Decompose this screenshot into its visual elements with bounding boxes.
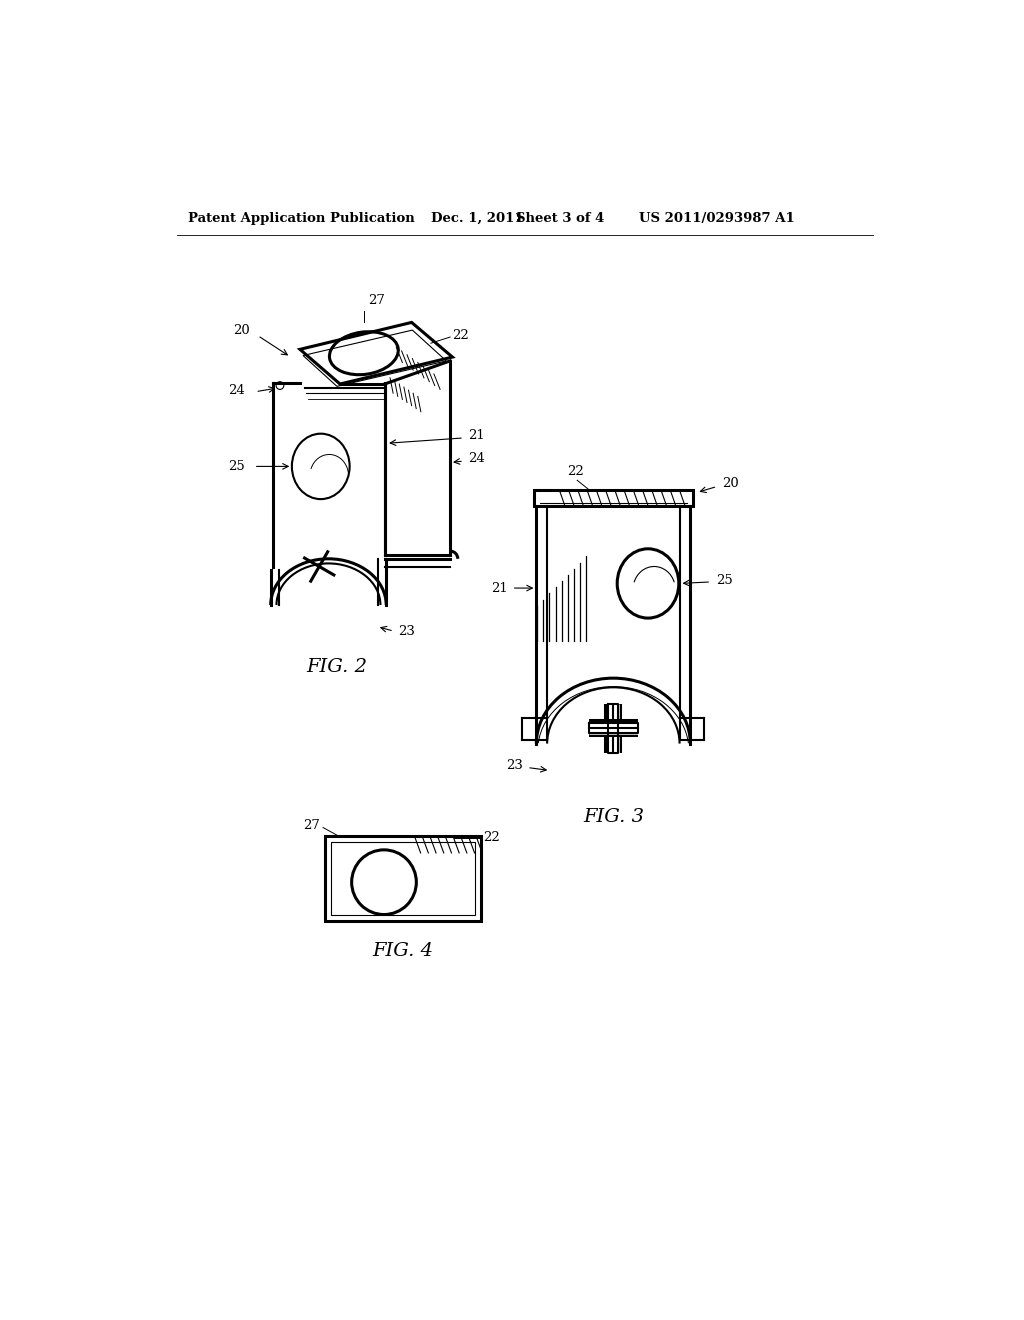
Text: 20: 20 [233,323,250,337]
Text: 21: 21 [468,429,484,442]
Text: 23: 23 [398,624,416,638]
Text: FIG. 4: FIG. 4 [372,942,433,961]
Text: 25: 25 [716,574,732,587]
Text: 22: 22 [483,832,500,843]
Text: 22: 22 [453,329,469,342]
Text: Patent Application Publication: Patent Application Publication [188,213,415,224]
Text: 27: 27 [303,820,319,833]
Text: 23: 23 [507,759,523,772]
Text: 27: 27 [368,294,385,308]
Text: Sheet 3 of 4: Sheet 3 of 4 [515,213,604,224]
Text: 20: 20 [722,477,738,490]
Text: 22: 22 [567,465,584,478]
Text: 25: 25 [227,459,245,473]
Text: 24: 24 [227,384,245,397]
Text: 21: 21 [492,582,508,594]
Text: FIG. 3: FIG. 3 [583,808,644,826]
Text: FIG. 2: FIG. 2 [306,657,368,676]
Text: US 2011/0293987 A1: US 2011/0293987 A1 [639,213,795,224]
Text: 24: 24 [468,453,484,465]
Text: Dec. 1, 2011: Dec. 1, 2011 [431,213,523,224]
